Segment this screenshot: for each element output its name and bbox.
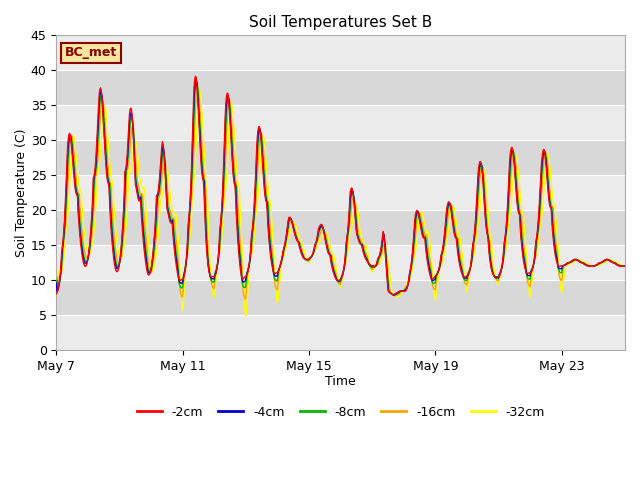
Bar: [56, 175, 625, 210]
Bar: [56, 71, 625, 105]
Bar: [56, 210, 625, 245]
X-axis label: Time: Time: [325, 374, 356, 387]
Bar: [56, 245, 625, 280]
Legend: -2cm, -4cm, -8cm, -16cm, -32cm: -2cm, -4cm, -8cm, -16cm, -32cm: [131, 401, 550, 424]
Bar: [56, 105, 625, 140]
Bar: [56, 36, 625, 71]
Bar: [56, 280, 625, 315]
Bar: [56, 140, 625, 175]
Title: Soil Temperatures Set B: Soil Temperatures Set B: [249, 15, 432, 30]
Text: BC_met: BC_met: [65, 47, 117, 60]
Bar: [56, 315, 625, 350]
Y-axis label: Soil Temperature (C): Soil Temperature (C): [15, 129, 28, 257]
